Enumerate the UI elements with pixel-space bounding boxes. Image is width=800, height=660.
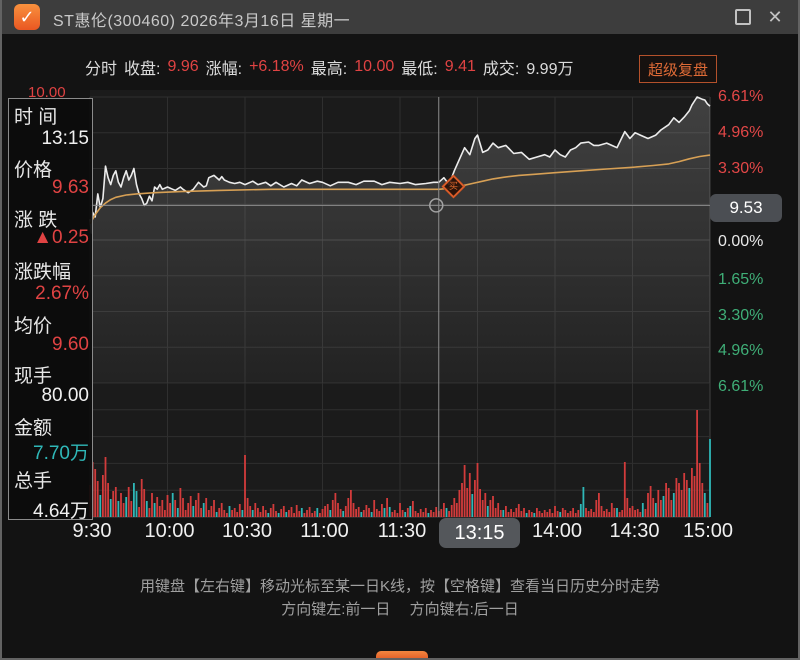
percent-tick: 4.96% <box>718 123 764 141</box>
percent-tick: 6.61% <box>718 88 764 105</box>
percent-tick: 6.61% <box>718 378 764 395</box>
panel-value: 13:15 <box>41 128 89 149</box>
time-tick: 14:00 <box>531 520 583 542</box>
panel-value: 7.70万 <box>33 443 89 464</box>
title-bar: ✓ ST惠伦(300460) 2026年3月16日 星期一 ✕ <box>2 0 798 34</box>
panel-value: 4.64万 <box>33 501 89 522</box>
percent-tick: 0.00% <box>718 233 764 250</box>
panel-label: 价格 <box>14 160 53 181</box>
cursor-info-panel: 时 间 13:15 价格 9.63 涨 跌 ▲0.25 涨跌幅 2.67% 均价 9.60 现手 80… <box>8 98 93 522</box>
quote-summary-bar: 分时 收盘: 9.96 涨幅: +6.18% 最高: 10.00 最低: 9.41 成交: 9.99… <box>85 56 580 78</box>
window-title: ST惠伦(300460) 2026年3月16日 星期一 <box>53 13 351 30</box>
panel-label: 涨跌幅 <box>14 262 72 283</box>
quote-segment: 成交: <box>482 61 520 78</box>
clipped-bottom-logo <box>376 651 428 658</box>
panel-value: 80.00 <box>41 385 89 406</box>
quote-segment: 10.00 <box>354 58 395 75</box>
quote-segment: 9.99万 <box>526 61 574 78</box>
time-tick: 11:00 <box>300 520 349 542</box>
time-tick: 15:00 <box>682 520 734 542</box>
time-tick: 11:30 <box>377 520 427 542</box>
super-replay-button[interactable]: 超级复盘 <box>639 55 717 83</box>
panel-value: ▲0.25 <box>33 227 89 248</box>
close-button[interactable]: ✕ <box>767 6 783 27</box>
panel-value: 9.63 <box>52 177 89 198</box>
percent-tick: 4.96% <box>718 342 764 360</box>
quote-segment: 分时 <box>85 61 118 78</box>
quote-segment: 最低: <box>401 61 438 78</box>
intraday-chart[interactable] <box>90 90 710 520</box>
maximize-icon <box>735 9 751 25</box>
keyboard-hint: 用键盘【左右键】移动光标至某一日K线，按【空格键】查看当日历史分时走势 方向键左… <box>2 575 798 621</box>
quote-segment: +6.18% <box>249 58 304 75</box>
crosshair-price-badge: 9.53 <box>710 194 782 223</box>
panel-label: 均价 <box>14 316 53 337</box>
app-logo-check-icon: ✓ <box>14 4 40 30</box>
panel-label: 总手 <box>14 471 53 492</box>
cursor-time-box: 13:15 <box>439 518 520 548</box>
panel-label: 涨 跌 <box>14 210 58 231</box>
panel-label: 金额 <box>14 418 53 439</box>
quote-segment: 最高: <box>310 61 348 78</box>
quote-segment: 9.96 <box>167 58 199 75</box>
panel-value: 2.67% <box>35 283 89 304</box>
quote-segment: 9.41 <box>444 58 476 75</box>
panel-value: 9.60 <box>52 334 89 355</box>
panel-label: 现手 <box>14 366 53 387</box>
percent-tick: 3.30% <box>718 159 764 177</box>
quote-segment: 收盘: <box>124 61 161 78</box>
hint-line-2: 方向键左:前一日 方向键右:后一日 <box>281 601 519 618</box>
percent-tick: 1.65% <box>718 270 764 288</box>
time-tick: 10:00 <box>144 520 195 542</box>
time-tick: 9:30 <box>72 520 112 542</box>
price-axis-top-label: 10.00 <box>28 84 66 101</box>
time-tick: 14:30 <box>609 520 660 542</box>
hint-line-1: 用键盘【左右键】移动光标至某一日K线，按【空格键】查看当日历史分时走势 <box>139 578 660 595</box>
maximize-button[interactable] <box>732 7 754 27</box>
percent-tick: 3.30% <box>718 306 764 324</box>
quote-segment: 涨幅: <box>205 61 243 78</box>
panel-label: 时 间 <box>14 107 58 128</box>
time-tick: 10:30 <box>221 520 273 542</box>
